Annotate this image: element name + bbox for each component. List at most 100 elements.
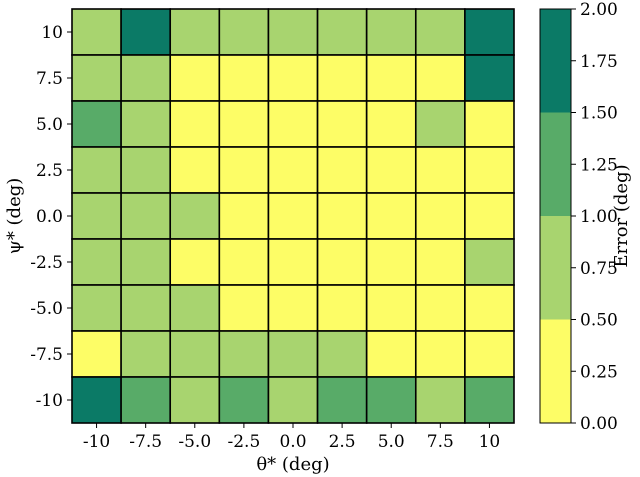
heatmap-cell [71, 192, 122, 240]
heatmap-cell [120, 192, 172, 240]
heatmap-cell [464, 238, 515, 286]
heatmap-cell [169, 54, 221, 102]
heatmap-cell [464, 146, 515, 194]
colorbar-tick-label: 0.75 [580, 259, 618, 279]
heatmap-cell [365, 284, 417, 332]
heatmap-cell [267, 8, 319, 56]
heatmap-cell [414, 192, 466, 240]
x-tick-label: 5.0 [378, 432, 405, 452]
heatmap-cell [267, 284, 319, 332]
heatmap-cell [71, 284, 122, 332]
y-tick-label: 5.0 [36, 115, 63, 135]
heatmap-cell [169, 8, 221, 56]
heatmap-cell [316, 284, 368, 332]
heatmap-cell [218, 284, 270, 332]
heatmap-cell [218, 54, 270, 102]
x-tick-label: 0.0 [279, 432, 306, 452]
colorbar-segment [540, 216, 571, 320]
heatmap-cell [414, 54, 466, 102]
heatmap-cell [218, 192, 270, 240]
y-tick-label: 2.5 [36, 161, 63, 181]
y-axis-ticks: 10 7.5 5.0 2.5 0.0 -2.5 -5.0 -7.5 -10 [30, 23, 72, 411]
heatmap-cell [365, 146, 417, 194]
heatmap-cell [71, 8, 122, 56]
heatmap-cell [71, 100, 122, 148]
y-tick-label: -10 [36, 391, 63, 411]
heatmap-cell [218, 100, 270, 148]
colorbar-tick-label: 2.00 [580, 0, 618, 20]
colorbar-label: Error (deg) [611, 164, 632, 267]
colorbar-tick-label: 0.50 [580, 311, 618, 331]
heatmap-cell [120, 284, 172, 332]
heatmap-cell [316, 100, 368, 148]
heatmap-cell [464, 192, 515, 240]
heatmap-cell [169, 376, 221, 424]
heatmap-cell [316, 146, 368, 194]
x-tick-label: -2.5 [227, 432, 260, 452]
heatmap-cell [414, 146, 466, 194]
heatmap-cell [169, 238, 221, 286]
heatmap-cell [120, 238, 172, 286]
heatmap-cell [316, 54, 368, 102]
y-tick-label: -7.5 [30, 345, 63, 365]
heatmap-cell [414, 8, 466, 56]
heatmap-cell [365, 8, 417, 56]
heatmap-cell [464, 54, 515, 102]
heatmap-cell [365, 192, 417, 240]
heatmap-cell [365, 376, 417, 424]
heatmap-cell [464, 8, 515, 56]
colorbar-segment [540, 319, 571, 423]
heatmap-cell [316, 330, 368, 378]
heatmap-cell [169, 146, 221, 194]
x-tick-label: -10 [83, 432, 110, 452]
x-tick-label: -5.0 [178, 432, 211, 452]
heatmap-cell [365, 330, 417, 378]
colorbar-tick-label: 0.00 [580, 414, 618, 434]
x-tick-label: 2.5 [329, 432, 356, 452]
heatmap-cell [120, 8, 172, 56]
heatmap-cell [71, 376, 122, 424]
y-tick-label: -2.5 [30, 253, 63, 273]
heatmap-cell [218, 376, 270, 424]
colorbar-tick-label: 0.25 [580, 362, 618, 382]
heatmap-cell [218, 238, 270, 286]
colorbar: 0.00 0.25 0.50 0.75 1.00 1.25 1.50 1.75 2.00 [539, 0, 618, 434]
heatmap-cell [267, 330, 319, 378]
heatmap-cell [365, 100, 417, 148]
heatmap-cell [120, 376, 172, 424]
heatmap-cell [267, 192, 319, 240]
heatmap-cell [267, 238, 319, 286]
heatmap-cell [218, 330, 270, 378]
heatmap-cell [120, 54, 172, 102]
heatmap-cell [464, 100, 515, 148]
heatmap-cell [169, 284, 221, 332]
colorbar-tick-label: 1.00 [580, 207, 618, 227]
heatmap-cell [71, 146, 122, 194]
colorbar-tick-label: 1.25 [580, 155, 618, 175]
y-tick-label: -5.0 [30, 299, 63, 319]
heatmap-cell [267, 54, 319, 102]
heatmap-cell [71, 330, 122, 378]
heatmap-cell [120, 146, 172, 194]
heatmap-cell [464, 284, 515, 332]
x-tick-label: 7.5 [427, 432, 454, 452]
heatmap-cell [414, 100, 466, 148]
heatmap-cell [316, 192, 368, 240]
heatmap-cell [464, 330, 515, 378]
y-tick-label: 0.0 [36, 207, 63, 227]
colorbar-segment [540, 9, 571, 113]
heatmap-cell [267, 100, 319, 148]
heatmap-cell [169, 100, 221, 148]
heatmap-cell [414, 330, 466, 378]
colorbar-segment [540, 112, 571, 216]
heatmap-cell [316, 376, 368, 424]
heatmap-cell [169, 330, 221, 378]
heatmap-cell [218, 146, 270, 194]
heatmap-cell [316, 238, 368, 286]
x-tick-label: -7.5 [129, 432, 162, 452]
heatmap-cell [267, 146, 319, 194]
heatmap-cell [120, 330, 172, 378]
heatmap-cells [71, 8, 515, 424]
colorbar-tick-label: 1.50 [580, 104, 618, 124]
